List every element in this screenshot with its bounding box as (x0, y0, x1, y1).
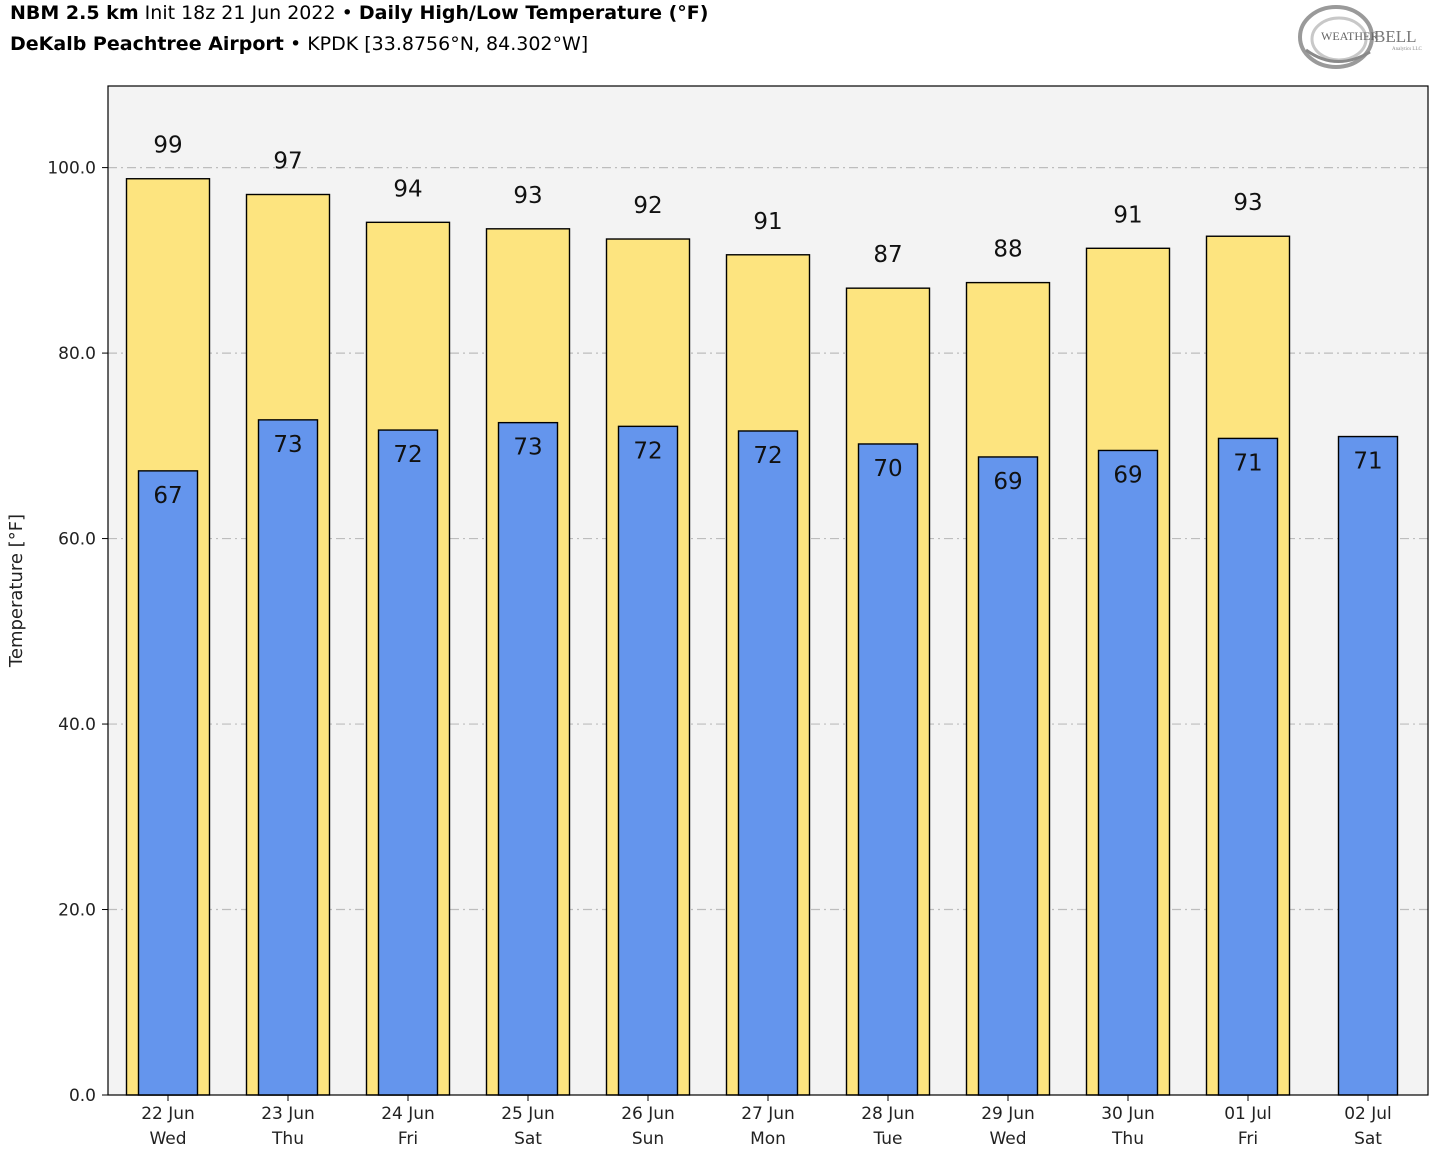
high-temp-label: 91 (1113, 202, 1142, 228)
high-temp-label: 97 (273, 149, 302, 175)
x-tick-label-day: Sat (1354, 1129, 1382, 1149)
low-temp-bar (1217, 437, 1279, 1096)
high-temp-label: 91 (753, 209, 782, 235)
station-name: DeKalb Peachtree Airport (10, 33, 284, 55)
low-temp-bar (377, 429, 439, 1096)
high-temp-label: 93 (513, 183, 542, 209)
low-temp-bar (1337, 435, 1399, 1096)
y-tick-label: 0.0 (69, 1086, 96, 1106)
low-temp-label: 70 (873, 456, 902, 482)
x-tick-label-date: 22 Jun (141, 1104, 195, 1124)
low-temp-bar (857, 443, 919, 1096)
low-temp-label: 73 (273, 432, 302, 458)
x-tick-label-date: 30 Jun (1101, 1104, 1155, 1124)
y-tick-label: 60.0 (58, 530, 96, 550)
low-temp-label: 69 (993, 469, 1022, 495)
high-temp-label: 92 (633, 193, 662, 219)
low-temp-label: 73 (513, 435, 542, 461)
weatherbell-logo: WEATHER BELL Analytics LLC (1298, 5, 1423, 69)
low-temp-label: 69 (1113, 462, 1142, 488)
value-labels: 99 67 97 73 94 72 93 73 92 72 91 72 87 70 88 69 91 69 93 71… (153, 133, 1382, 509)
high-temp-label: 93 (1233, 190, 1262, 216)
y-tick-label: 20.0 (58, 901, 96, 921)
station-location: KPDK [33.8756°N, 84.302°W] (307, 33, 589, 55)
x-tick-label-date: 28 Jun (861, 1104, 915, 1124)
chart-header-line-2: DeKalb Peachtree Airport • KPDK [33.8756… (10, 33, 588, 55)
header-separator: • (341, 2, 353, 24)
x-tick-label-date: 23 Jun (261, 1104, 315, 1124)
init-time: Init 18z 21 Jun 2022 (144, 2, 336, 24)
x-tick-label-date: 24 Jun (381, 1104, 435, 1124)
product-title: Daily High/Low Temperature (°F) (358, 2, 709, 24)
x-tick-label-date: 26 Jun (621, 1104, 675, 1124)
x-tick-label-date: 01 Jul (1224, 1104, 1272, 1124)
chart-header-line-1: NBM 2.5 km Init 18z 21 Jun 2022 • Daily … (10, 2, 708, 24)
x-tick-label-date: 02 Jul (1344, 1104, 1392, 1124)
low-temp-bar (977, 456, 1039, 1096)
logo-text-sub: Analytics LLC (1392, 47, 1423, 52)
x-tick-label-day: Fri (398, 1129, 418, 1149)
low-temp-bar (1097, 449, 1159, 1096)
y-axis-label: Temperature [°F] (6, 514, 27, 668)
low-temp-label: 72 (753, 443, 782, 469)
high-temp-label: 94 (393, 176, 422, 202)
low-temp-label: 71 (1353, 449, 1382, 475)
low-temp-bar (497, 421, 559, 1096)
x-axis: 22 Jun Wed 23 Jun Thu 24 Jun Fri 25 Jun Sat 26 J… (141, 1095, 1392, 1149)
low-temp-bar (137, 470, 199, 1096)
low-temp-label: 67 (153, 483, 182, 509)
y-axis: 0.0 20.0 40.0 60.0 80.0 100.0 (47, 159, 108, 1106)
x-tick-label-day: Sun (632, 1129, 664, 1149)
header-separator: • (289, 33, 302, 55)
y-tick-label: 80.0 (58, 344, 96, 364)
x-tick-label-day: Wed (149, 1129, 186, 1149)
x-tick-label-day: Mon (750, 1129, 786, 1149)
y-tick-label: 100.0 (47, 159, 96, 179)
x-tick-label-day: Fri (1238, 1129, 1258, 1149)
logo-text-weather: WEATHER (1321, 29, 1378, 43)
y-tick-label: 40.0 (58, 715, 96, 735)
high-temp-label: 99 (153, 133, 182, 159)
x-tick-label-day: Tue (872, 1129, 902, 1149)
low-temp-bar (257, 419, 319, 1096)
high-temp-label: 87 (873, 242, 902, 268)
high-temp-label: 88 (993, 237, 1022, 263)
x-tick-label-date: 29 Jun (981, 1104, 1035, 1124)
x-tick-label-date: 27 Jun (741, 1104, 795, 1124)
x-tick-label-day: Thu (1111, 1129, 1144, 1149)
x-tick-label-day: Sat (514, 1129, 542, 1149)
low-temp-label: 72 (633, 438, 662, 464)
low-temp-bars (137, 419, 1399, 1096)
x-tick-label-date: 25 Jun (501, 1104, 555, 1124)
x-tick-label-day: Wed (989, 1129, 1026, 1149)
low-temp-label: 71 (1233, 450, 1262, 476)
x-tick-label-day: Thu (271, 1129, 304, 1149)
low-temp-bar (617, 425, 679, 1096)
model-name: NBM 2.5 km (10, 2, 139, 24)
low-temp-bar (737, 430, 799, 1096)
logo-text-bell: BELL (1374, 27, 1417, 46)
low-temp-label: 72 (393, 442, 422, 468)
